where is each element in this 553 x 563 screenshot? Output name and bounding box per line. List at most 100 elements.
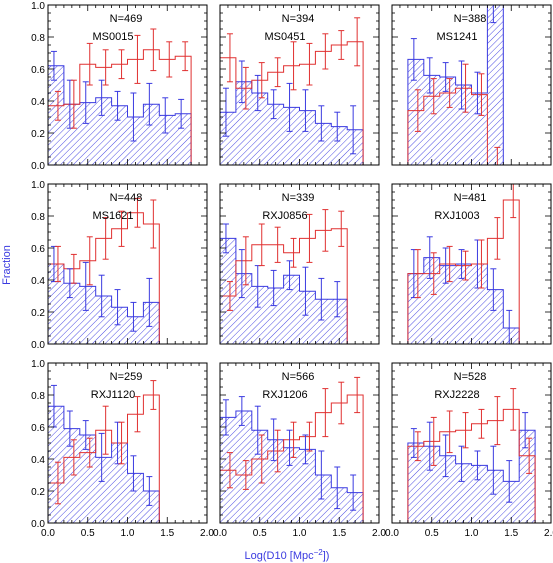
blue-bar [251,93,268,165]
panel-count-label: N=448 [110,192,143,204]
blue-bar [220,238,236,344]
panel-cluster-name: MS0015 [93,31,134,43]
blue-bar [283,275,300,344]
y-tick-label: 0.6 [31,65,45,76]
blue-bar [48,65,64,165]
blue-bar [220,112,236,165]
blue-bar [487,289,504,344]
blue-bar [487,470,504,523]
blue-bar [79,102,96,165]
x-axis-title: Log(D10 [Mpc−2]) [245,548,330,562]
y-tick-label: 0.6 [31,423,45,434]
x-tick-label: 2.0 [372,528,386,539]
blue-bar [127,473,144,523]
blue-bar [331,299,348,344]
panel-plot-area [220,17,364,165]
blue-bar [143,302,160,344]
blue-bar [95,457,112,523]
blue-bar [407,443,424,523]
blue-bar [235,411,252,523]
panel-cluster-name: RXJ1003 [434,210,479,222]
y-tick-label: 0.8 [31,212,45,223]
blue-bar [407,273,424,344]
blue-bar [315,123,332,165]
blue-bar [299,110,316,165]
panel-ms1241: N=388 MS1241 [391,4,552,166]
y-tick-label: 0.0 [31,519,45,530]
panel-plot-area [407,184,520,344]
panel-ms0451: N=394 MS0451 [219,4,380,166]
panel-count-label: N=339 [282,192,315,204]
panel-count-label: N=566 [282,371,315,383]
blue-bar [267,439,284,523]
x-tick-label: 1.5 [504,528,518,539]
panel-rxj2228: 0.0 0.5 1.0 1.5 2.0 N=528 RXJ2228 [385,362,553,539]
panel-count-label: N=259 [110,371,143,383]
blue-bar [423,446,440,523]
blue-bar [455,264,472,344]
red-histogram-line [407,408,536,523]
blue-bar [347,129,364,165]
panel-plot-area [48,380,160,523]
x-tick-label: 0.0 [213,528,227,539]
blue-bar [331,126,348,165]
x-tick-label: 0.5 [81,528,95,539]
y-tick-label: 0.4 [31,455,45,466]
x-tick-label: 0.5 [425,528,439,539]
red-histogram-line [48,394,160,523]
blue-bar [455,85,472,165]
blue-bar [267,104,284,165]
blue-bar [487,5,504,165]
red-histogram-line [407,87,504,165]
panel-rxj1206: 0.0 0.5 1.0 1.5 2.0 N=566 RXJ1206 [213,362,386,539]
panel-rxj0856: N=339 RXJ0856 [219,183,380,345]
blue-bar [235,81,252,165]
x-tick-label: 0.0 [385,528,399,539]
blue-bar [283,107,300,165]
y-tick-label: 0.6 [31,244,45,255]
panel-count-label: N=469 [110,13,143,25]
blue-bar [423,75,440,165]
red-histogram-line [220,228,348,344]
blue-bar [251,286,268,344]
blue-bar [267,288,284,344]
blue-bar [471,264,488,344]
blue-bar [111,105,128,165]
blue-bar [79,435,96,523]
y-tick-label: 0.0 [31,161,45,172]
y-axis-title: Fraction [1,245,13,285]
x-tick-label: 2.0 [544,528,553,539]
panel-ms0015: 0.0 0.2 0.4 0.6 0.8 1.0 N=469 MS0015 [31,1,208,172]
x-axis-title-tail: ]) [323,550,330,562]
y-tick-label: 0.2 [31,129,45,140]
blue-bar [175,113,192,165]
panel-cluster-name: MS1621 [93,210,134,222]
panel-count-label: N=394 [282,13,315,25]
y-tick-label: 0.8 [31,33,45,44]
panel-cluster-name: MS0451 [265,31,306,43]
blue-bar [331,487,348,523]
blue-bar [455,463,472,523]
blue-bar [63,104,80,165]
x-tick-label: 0.0 [41,528,55,539]
blue-bar [127,316,144,344]
panel-count-label: N=528 [454,371,487,383]
panel-plot-area [48,197,160,344]
y-tick-label: 1.0 [31,359,45,370]
y-tick-label: 1.0 [31,180,45,191]
blue-bar [439,77,456,165]
x-tick-label: 1.0 [121,528,135,539]
blue-bar [407,59,424,165]
x-axis-title-main: Log(D10 [Mpc [245,550,315,562]
blue-histogram-outline [220,81,364,165]
blue-bar [439,455,456,523]
red-histogram-line [220,394,364,523]
blue-bar [423,257,440,344]
blue-bar [111,443,128,523]
red-histogram-line [48,212,160,344]
panel-grid: 0.0 0.2 0.4 0.6 0.8 1.0 N=469 MS0015 N=394 MS0451… [31,1,553,539]
panel-rxj1003: N=481 RXJ1003 [391,183,552,345]
blue-histogram-outline [407,5,504,165]
blue-bar [63,428,80,523]
blue-bar [63,283,80,344]
